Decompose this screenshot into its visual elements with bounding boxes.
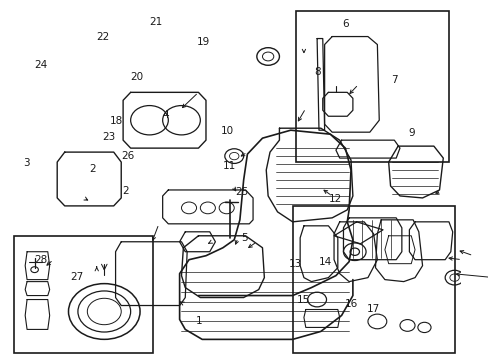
Text: 14: 14 — [319, 257, 332, 267]
Text: 24: 24 — [35, 59, 48, 69]
Text: 21: 21 — [149, 17, 163, 27]
Text: 15: 15 — [297, 295, 310, 305]
Bar — [14, 236, 153, 353]
Text: 13: 13 — [288, 259, 302, 269]
Text: 18: 18 — [110, 116, 123, 126]
Text: 6: 6 — [341, 19, 348, 29]
Text: 27: 27 — [70, 272, 83, 282]
Text: 23: 23 — [102, 132, 116, 142]
Text: 25: 25 — [235, 187, 248, 197]
Text: 10: 10 — [220, 126, 233, 135]
Text: 2: 2 — [122, 186, 129, 197]
Text: 17: 17 — [366, 304, 380, 314]
Text: 1: 1 — [195, 316, 202, 325]
Text: 9: 9 — [407, 129, 414, 138]
Text: 11: 11 — [222, 161, 235, 171]
Text: 12: 12 — [328, 194, 341, 204]
Text: 19: 19 — [196, 37, 209, 47]
Text: 4: 4 — [162, 111, 168, 121]
Text: 22: 22 — [96, 32, 109, 41]
Text: 2: 2 — [89, 164, 96, 174]
Text: 20: 20 — [130, 72, 143, 82]
Text: 8: 8 — [314, 67, 320, 77]
Text: 28: 28 — [35, 255, 48, 265]
Bar — [292, 206, 454, 353]
Text: 3: 3 — [23, 158, 30, 168]
Text: 7: 7 — [390, 75, 396, 85]
Text: 5: 5 — [241, 233, 247, 243]
Bar — [296, 11, 448, 162]
Text: 26: 26 — [121, 150, 134, 161]
Text: 16: 16 — [344, 299, 358, 309]
